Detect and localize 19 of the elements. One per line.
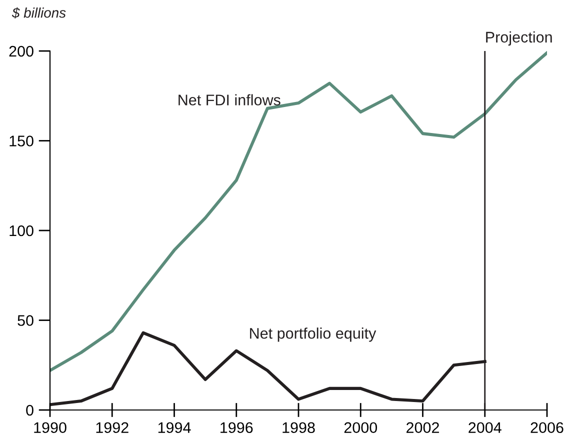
x-tick-label: 2006 (530, 422, 564, 434)
series-label: Net FDI inflows (178, 94, 280, 106)
y-axis-title: $ billions (12, 7, 66, 19)
x-tick-label: 2004 (468, 422, 502, 434)
x-tick-label: 1992 (96, 422, 128, 434)
y-tick-label: 100 (10, 225, 34, 236)
x-tick-label: 1990 (34, 422, 66, 434)
x-tick-label: 1998 (282, 422, 315, 434)
y-tick-label: 200 (9, 46, 34, 57)
x-tick-label: 1994 (158, 422, 191, 434)
y-tick-label: 50 (18, 315, 34, 326)
line-series (50, 51, 547, 372)
y-tick-label: 0 (26, 404, 34, 416)
series-label: Net portfolio equity (250, 328, 376, 342)
y-tick-label: 150 (10, 136, 34, 146)
x-tick-label: 1996 (220, 422, 253, 434)
ref-line-label: Projection (486, 31, 552, 46)
x-tick-label: 2002 (406, 422, 439, 434)
x-tick-label: 2000 (344, 422, 378, 434)
